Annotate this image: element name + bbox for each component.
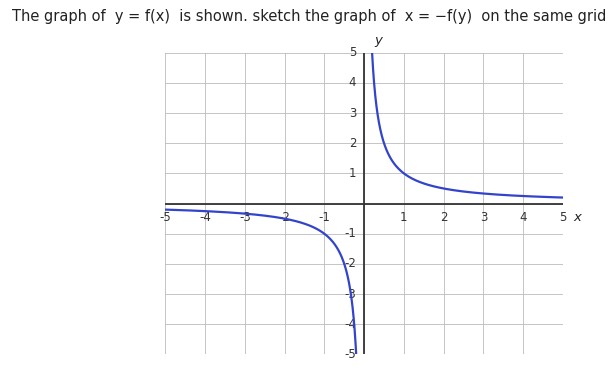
Text: x: x: [573, 211, 581, 224]
Text: -4: -4: [199, 211, 211, 224]
Text: y: y: [374, 34, 382, 47]
Text: -2: -2: [278, 211, 291, 224]
Text: 3: 3: [480, 211, 487, 224]
Text: The graph of  y = f(x)  is shown. sketch the graph of  x = −f(y)  on the same gr: The graph of y = f(x) is shown. sketch t…: [12, 9, 612, 25]
Text: -5: -5: [159, 211, 171, 224]
Text: 3: 3: [349, 107, 356, 120]
Text: 4: 4: [520, 211, 527, 224]
Text: 2: 2: [349, 137, 356, 150]
Text: 5: 5: [559, 211, 567, 224]
Text: 5: 5: [349, 46, 356, 59]
Text: -3: -3: [239, 211, 251, 224]
Text: -5: -5: [345, 348, 356, 361]
Text: -4: -4: [345, 318, 356, 331]
Text: -1: -1: [318, 211, 330, 224]
Text: -1: -1: [345, 227, 356, 240]
Text: -2: -2: [345, 257, 356, 270]
Text: 4: 4: [349, 77, 356, 89]
Text: 1: 1: [400, 211, 408, 224]
Text: 1: 1: [349, 167, 356, 180]
Text: 2: 2: [440, 211, 447, 224]
Text: -3: -3: [345, 288, 356, 300]
